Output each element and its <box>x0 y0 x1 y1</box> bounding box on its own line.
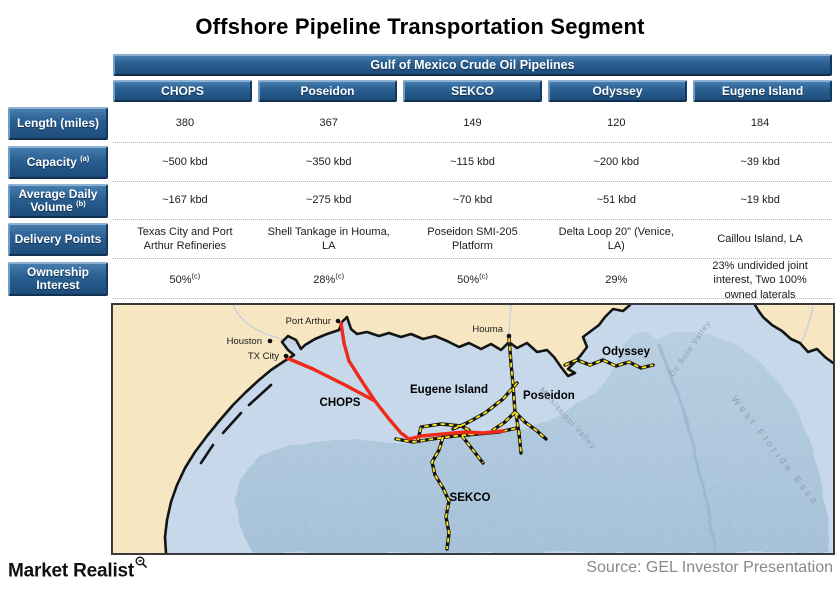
pipeline-odyssey <box>563 358 655 370</box>
coastline-gulf <box>163 303 632 555</box>
table-cell: 28%(c) <box>313 271 345 287</box>
pipeline-label-chops: CHOPS <box>320 397 361 409</box>
table-cell: 29% <box>605 274 628 287</box>
city-label-tx-city: TX City <box>248 351 279 362</box>
land-florida <box>755 305 833 363</box>
escarpment-ridge <box>656 342 717 554</box>
table-cell: ~500 kbd <box>162 155 208 168</box>
river-trinity <box>232 304 297 346</box>
row-header-delivery-points: Delivery Points <box>8 223 108 256</box>
row-separator <box>113 219 832 220</box>
pipeline-label-sekco: SEKCO <box>450 492 491 504</box>
table-cell: 50%(c) <box>169 271 201 287</box>
water-deep-texture <box>235 331 830 553</box>
column-header-eugene-island: Eugene Island <box>693 80 832 102</box>
column-header-odyssey: Odyssey <box>548 80 687 102</box>
city-dot-houston <box>267 338 273 344</box>
row-separator <box>113 181 832 182</box>
river-florida <box>800 306 814 344</box>
table-cell: 23% undivided joint interest, Two 100% o… <box>712 260 808 301</box>
row-header-capacity: Capacity (a) <box>8 146 108 179</box>
city-dot-port-arthur <box>335 318 341 324</box>
table-row-delivery-points: Texas City and Port Arthur Refineries Sh… <box>113 220 832 258</box>
table-row-length: 380 367 149 120 184 <box>113 104 832 142</box>
pipeline-chops <box>285 321 505 441</box>
table-cell: Caillou Island, LA <box>717 232 803 245</box>
map-canvas: Houston TX City Port Arthur Houma CHOPS … <box>113 303 835 555</box>
table-cell: 380 <box>175 116 195 129</box>
city-label-houston: Houston <box>227 336 262 347</box>
row-separator <box>113 258 832 259</box>
table-header-bar: Gulf of Mexico Crude Oil Pipelines <box>113 54 832 76</box>
table-cell: 120 <box>607 116 626 129</box>
table-cell: Delta Loop 20" (Venice, LA) <box>558 225 674 252</box>
table-header-label: Gulf of Mexico Crude Oil Pipelines <box>370 58 575 72</box>
column-header-poseidon: Poseidon <box>258 80 397 102</box>
city-dot-tx-city <box>283 353 289 359</box>
city-label-port-arthur: Port Arthur <box>286 316 331 327</box>
table-row-average-daily-volume: ~167 kbd ~275 kbd ~70 kbd ~51 kbd ~19 kb… <box>113 181 832 219</box>
row-separator <box>113 298 832 299</box>
row-header-ownership-interest: Ownership Interest <box>8 262 108 296</box>
table-cell: ~51 kbd <box>596 193 637 206</box>
row-header-length: Length (miles) <box>8 107 108 140</box>
table-cell: 149 <box>463 116 482 129</box>
table-cell: 184 <box>750 116 770 129</box>
city-label-houma: Houma <box>472 324 503 335</box>
column-header-row: CHOPS Poseidon SEKCO Odyssey Eugene Isla… <box>113 80 832 102</box>
table-cell: ~19 kbd <box>740 193 780 206</box>
table-cell: ~200 kbd <box>593 155 640 168</box>
pipeline-label-eugene-island: Eugene Island <box>410 384 488 396</box>
gulf-of-mexico-map: Houston TX City Port Arthur Houma CHOPS … <box>111 303 835 555</box>
table-cell: ~39 kbd <box>740 155 780 168</box>
pipeline-network-dashed <box>394 336 655 551</box>
table-cell: Shell Tankage in Houma, LA <box>267 225 390 252</box>
pipeline-label-poseidon: Poseidon <box>523 390 575 402</box>
table-cell: ~167 kbd <box>162 193 208 206</box>
barrier-island <box>199 383 273 465</box>
table-row-ownership-interest: 50%(c) 28%(c) 50%(c) 29% 23% undivided j… <box>113 259 832 301</box>
row-header-average-daily-volume: Average Daily Volume (b) <box>8 184 108 218</box>
column-header-sekco: SEKCO <box>403 80 542 102</box>
market-realist-logo: Market Realist <box>8 556 148 582</box>
city-dot-houma <box>506 333 512 339</box>
source-attribution: Source: GEL Investor Presentation <box>586 559 833 576</box>
coastline-florida <box>753 303 835 365</box>
table-cell: ~350 kbd <box>305 155 352 168</box>
row-separator <box>113 142 832 143</box>
table-cell: 367 <box>319 116 338 129</box>
table-cell: ~115 kbd <box>450 155 495 168</box>
pipeline-label-odyssey: Odyssey <box>602 346 651 358</box>
page-title: Offshore Pipeline Transportation Segment <box>195 14 645 39</box>
magnifier-icon <box>135 556 148 569</box>
table-cell: 50%(c) <box>457 271 488 287</box>
table-cell: Texas City and Port Arthur Refineries <box>137 225 233 252</box>
table-cell: ~70 kbd <box>452 193 493 206</box>
table-cell: ~275 kbd <box>305 193 352 206</box>
column-header-chops: CHOPS <box>113 80 252 102</box>
table-row-capacity: ~500 kbd ~350 kbd ~115 kbd ~200 kbd ~39 … <box>113 143 832 181</box>
land-texas-louisiana <box>113 305 630 553</box>
logo-text: Market Realist <box>8 560 135 582</box>
table-cell: Poseidon SMI-205 Platform <box>427 225 518 252</box>
